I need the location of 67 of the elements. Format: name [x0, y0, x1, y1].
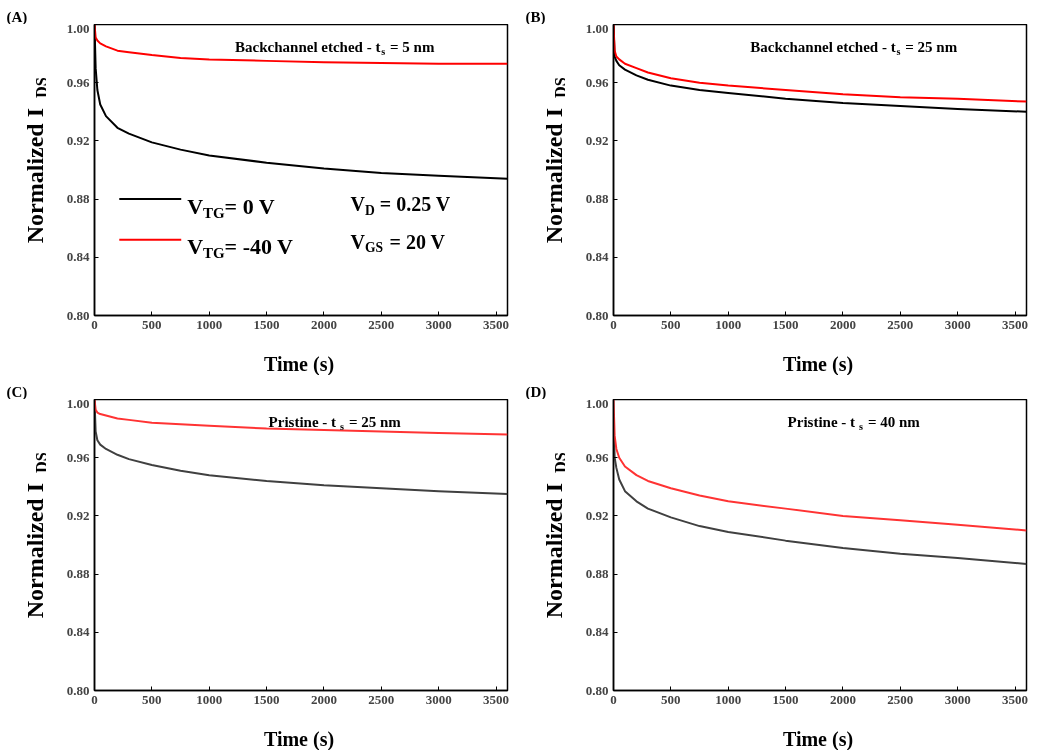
x-tick-label: 1000	[715, 316, 742, 332]
x-tick-label: 0	[610, 316, 617, 332]
y-tick-label: 1.00	[66, 395, 90, 411]
y-tick-label: 0.92	[585, 132, 609, 148]
x-tick-label: 3500	[483, 691, 510, 707]
x-tick-label: 2500	[368, 691, 395, 707]
y-tick-label: 0.84	[66, 249, 90, 265]
x-tick-label: 3000	[944, 316, 971, 332]
y-tick-label: 0.92	[585, 507, 609, 523]
x-tick-label: 1000	[715, 691, 742, 707]
x-tick-label: 1000	[196, 316, 223, 332]
y-tick-label: 0.88	[585, 191, 609, 207]
x-tick-label: 3500	[1002, 691, 1029, 707]
text: (A)	[6, 8, 28, 26]
x-tick-label: 3000	[944, 691, 971, 707]
y-tick-label: 0.96	[66, 449, 90, 465]
x-tick-label: 2500	[887, 691, 914, 707]
line-series	[94, 399, 508, 436]
x-tick-label: 2000	[310, 316, 337, 332]
y-tick-label: 0.84	[585, 249, 609, 265]
x-tick-label: 3000	[425, 316, 452, 332]
x-tick-label: 1500	[253, 316, 280, 332]
text: (B)	[525, 8, 546, 26]
y-tick-label: 0.84	[585, 624, 609, 640]
x-axis-title: Time (s)	[782, 727, 854, 751]
y-tick-label: 0.88	[585, 566, 609, 582]
x-tick-label: 500	[142, 691, 162, 707]
y-tick-label: 0.92	[66, 507, 90, 523]
y-tick-label: 0.96	[585, 449, 609, 465]
x-tick-label: 500	[142, 316, 162, 332]
x-tick-label: 2000	[829, 316, 856, 332]
x-tick-label: 3500	[483, 316, 510, 332]
text: (D)	[525, 383, 547, 401]
x-tick-label: 1500	[772, 316, 799, 332]
x-tick-label: 0	[91, 316, 98, 332]
y-tick-label: 0.96	[585, 74, 609, 90]
x-tick-label: 3500	[1002, 316, 1029, 332]
y-tick-label: 0.80	[585, 307, 609, 323]
x-tick-label: 2000	[310, 691, 337, 707]
x-axis-title: Time (s)	[263, 352, 335, 376]
y-tick-label: 0.80	[66, 307, 90, 323]
y-tick-label: 0.84	[66, 624, 90, 640]
y-tick-label: 0.80	[585, 682, 609, 698]
y-tick-label: 1.00	[585, 20, 609, 36]
x-tick-label: 1500	[253, 691, 280, 707]
x-axis-title: Time (s)	[782, 352, 854, 376]
y-tick-label: 0.88	[66, 191, 90, 207]
y-tick-label: 0.92	[66, 132, 90, 148]
x-tick-label: 3000	[425, 691, 452, 707]
x-tick-label: 2500	[368, 316, 395, 332]
x-tick-label: 0	[91, 691, 98, 707]
line-series	[94, 24, 508, 65]
x-tick-label: 1500	[772, 691, 799, 707]
x-tick-label: 2000	[829, 691, 856, 707]
x-tick-label: 0	[610, 691, 617, 707]
x-tick-label: 500	[661, 691, 681, 707]
y-tick-label: 1.00	[585, 395, 609, 411]
y-tick-label: 0.80	[66, 682, 90, 698]
x-tick-label: 2500	[887, 316, 914, 332]
text: (C)	[6, 383, 28, 401]
y-tick-label: 1.00	[66, 20, 90, 36]
y-tick-label: 0.96	[66, 74, 90, 90]
x-tick-label: 500	[661, 316, 681, 332]
x-axis-title: Time (s)	[263, 727, 335, 751]
y-tick-label: 0.88	[66, 566, 90, 582]
x-tick-label: 1000	[196, 691, 223, 707]
line-series	[613, 399, 1027, 532]
